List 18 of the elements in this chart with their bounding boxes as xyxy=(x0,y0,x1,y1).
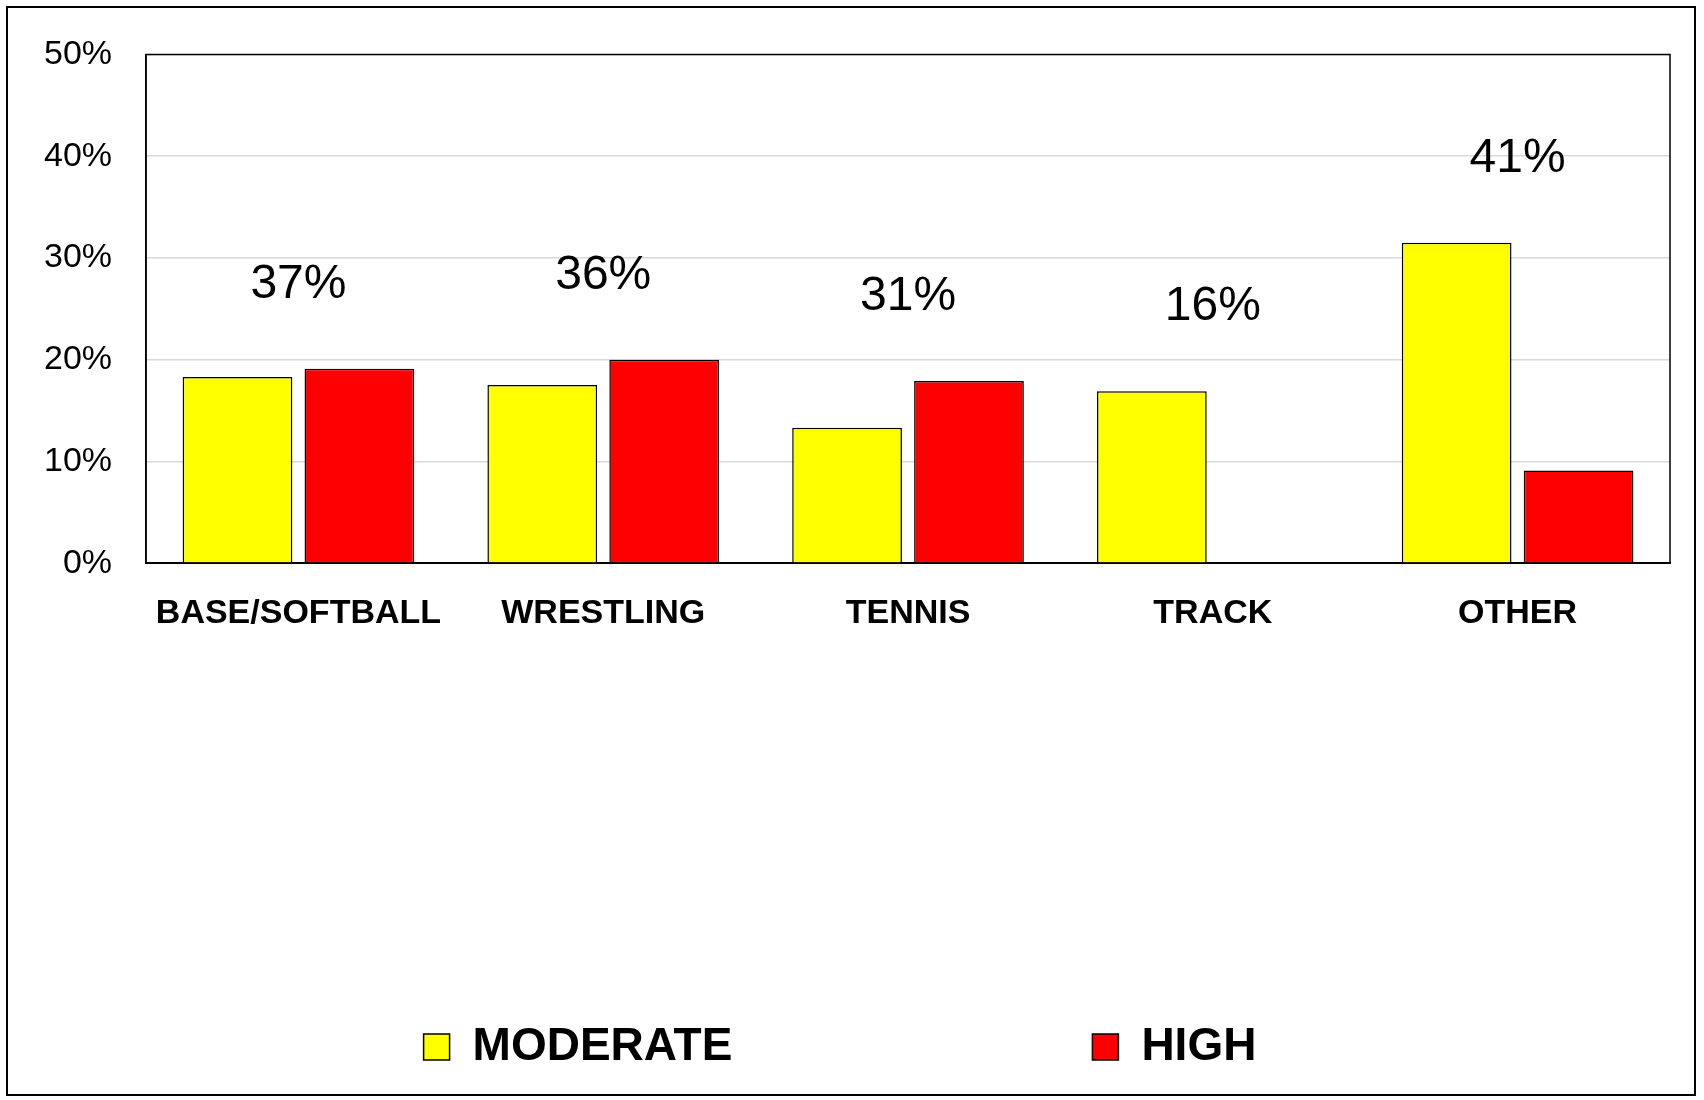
x-tick-label: TRACK xyxy=(1153,591,1273,630)
total-label: 36% xyxy=(555,245,652,299)
total-label: 37% xyxy=(250,255,347,309)
x-tick-label: TENNIS xyxy=(845,591,971,630)
total-label: 31% xyxy=(859,267,957,321)
x-tick-label: BASE/SOFTBALL xyxy=(155,591,442,630)
y-tick-label: 30% xyxy=(43,236,113,275)
x-tick-label: OTHER xyxy=(1458,591,1578,630)
y-tick-label: 40% xyxy=(43,134,113,173)
y-tick-label: 10% xyxy=(43,439,113,478)
total-label: 16% xyxy=(1164,277,1261,331)
y-tick-label: 0% xyxy=(62,541,113,580)
x-tick-label: WRESTLING xyxy=(501,591,706,630)
total-label: 41% xyxy=(1469,128,1566,182)
legend-label: HIGH xyxy=(1141,1017,1257,1070)
y-tick-label: 50% xyxy=(43,32,113,71)
y-tick-label: 20% xyxy=(43,338,113,377)
legend-label: MODERATE xyxy=(472,1017,733,1070)
